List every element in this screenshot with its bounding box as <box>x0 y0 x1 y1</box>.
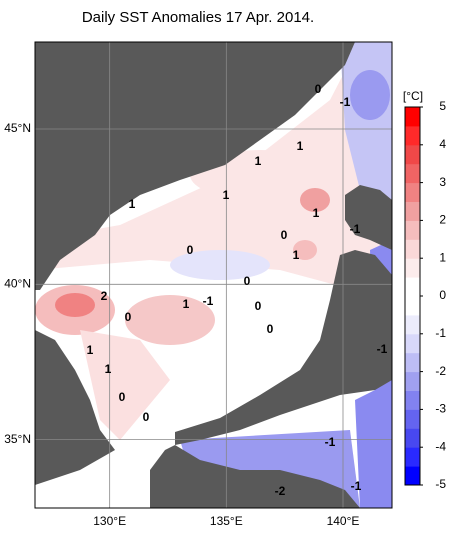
colorbar-swatch <box>405 371 420 391</box>
colorbar-tick-label: 0 <box>439 288 446 302</box>
contour-label: 1 <box>105 362 112 376</box>
colorbar-tick-label: 2 <box>439 213 446 227</box>
colorbar-swatch <box>405 390 420 410</box>
colorbar-swatch <box>405 277 420 297</box>
contour-label: 1 <box>297 139 304 153</box>
contour-label: 0 <box>119 390 126 404</box>
lon-tick-label: 135°E <box>210 514 243 528</box>
contour-label: 1 <box>313 206 320 220</box>
colorbar-tick-label: -4 <box>435 439 446 453</box>
title: Daily SST Anomalies 17 Apr. 2014. <box>82 9 314 26</box>
contour-label: 0 <box>244 274 251 288</box>
colorbar-swatch <box>405 220 420 240</box>
contour-label: -1 <box>325 435 336 449</box>
contour-label: -2 <box>275 484 286 498</box>
colorbar-tick-label: 3 <box>439 175 446 189</box>
contour-label: 1 <box>293 248 300 262</box>
contour-label: -1 <box>203 294 214 308</box>
colorbar-swatch <box>405 352 420 373</box>
contour-label: 0 <box>187 243 194 257</box>
colorbar-swatch <box>405 144 420 165</box>
land <box>35 42 392 508</box>
colorbar-swatch <box>405 314 420 335</box>
graticule <box>35 42 392 508</box>
lat-tick-label: 45°N <box>4 121 31 135</box>
colorbar-tick-label: -3 <box>435 402 446 416</box>
contour-label: 0 <box>255 299 262 313</box>
contour-label: 0 <box>125 310 132 324</box>
colorbar-tick-label: 5 <box>439 99 446 113</box>
contour-label: 2 <box>101 289 108 303</box>
contour-label: 0 <box>315 82 322 96</box>
colorbar-swatch <box>405 447 420 467</box>
colorbar-swatch <box>405 258 420 278</box>
colorbar-swatch <box>405 296 420 316</box>
lon-tick-label: 130°E <box>93 514 126 528</box>
contour-label: 1 <box>129 197 136 211</box>
contour-label: -1 <box>377 342 388 356</box>
contour-label: 0 <box>267 322 274 336</box>
colorbar-tick-label: 1 <box>439 250 446 264</box>
colorbar-swatch <box>405 163 420 184</box>
lat-tick-label: 40°N <box>4 276 31 290</box>
map-frame <box>34 41 393 509</box>
contour-label: 1 <box>183 297 190 311</box>
contour-label: -1 <box>351 479 362 493</box>
colorbar-swatch <box>405 466 420 486</box>
lon-tick-label: 140°E <box>327 514 360 528</box>
colorbar-swatch <box>405 107 420 127</box>
colorbar-swatch <box>405 409 420 429</box>
contour-label: 0 <box>143 410 150 424</box>
colorbar-swatch <box>405 182 420 202</box>
colorbar-label: [°C] <box>403 89 423 103</box>
contour-label: 0 <box>281 228 288 242</box>
colorbar-swatch <box>405 239 420 259</box>
colorbar-swatch <box>405 125 420 146</box>
colorbar-tick-label: -5 <box>435 477 446 491</box>
contour-label: -1 <box>350 222 361 236</box>
colorbar-swatch <box>405 333 420 354</box>
colorbar-tick-label: 4 <box>439 137 446 151</box>
colorbar: 5 4 3 2 1 0 -1 -2 -3 -4 -5 <box>404 99 446 491</box>
colorbar-tick-label: -2 <box>435 364 446 378</box>
contour-label: 1 <box>87 343 94 357</box>
colorbar-swatch <box>405 428 420 448</box>
lat-tick-label: 35°N <box>4 432 31 446</box>
colorbar-tick-label: -1 <box>435 326 446 340</box>
contour-label: -1 <box>340 95 351 109</box>
contour-label: 1 <box>223 188 230 202</box>
contour-label: 1 <box>255 154 262 168</box>
colorbar-swatch <box>405 201 420 221</box>
